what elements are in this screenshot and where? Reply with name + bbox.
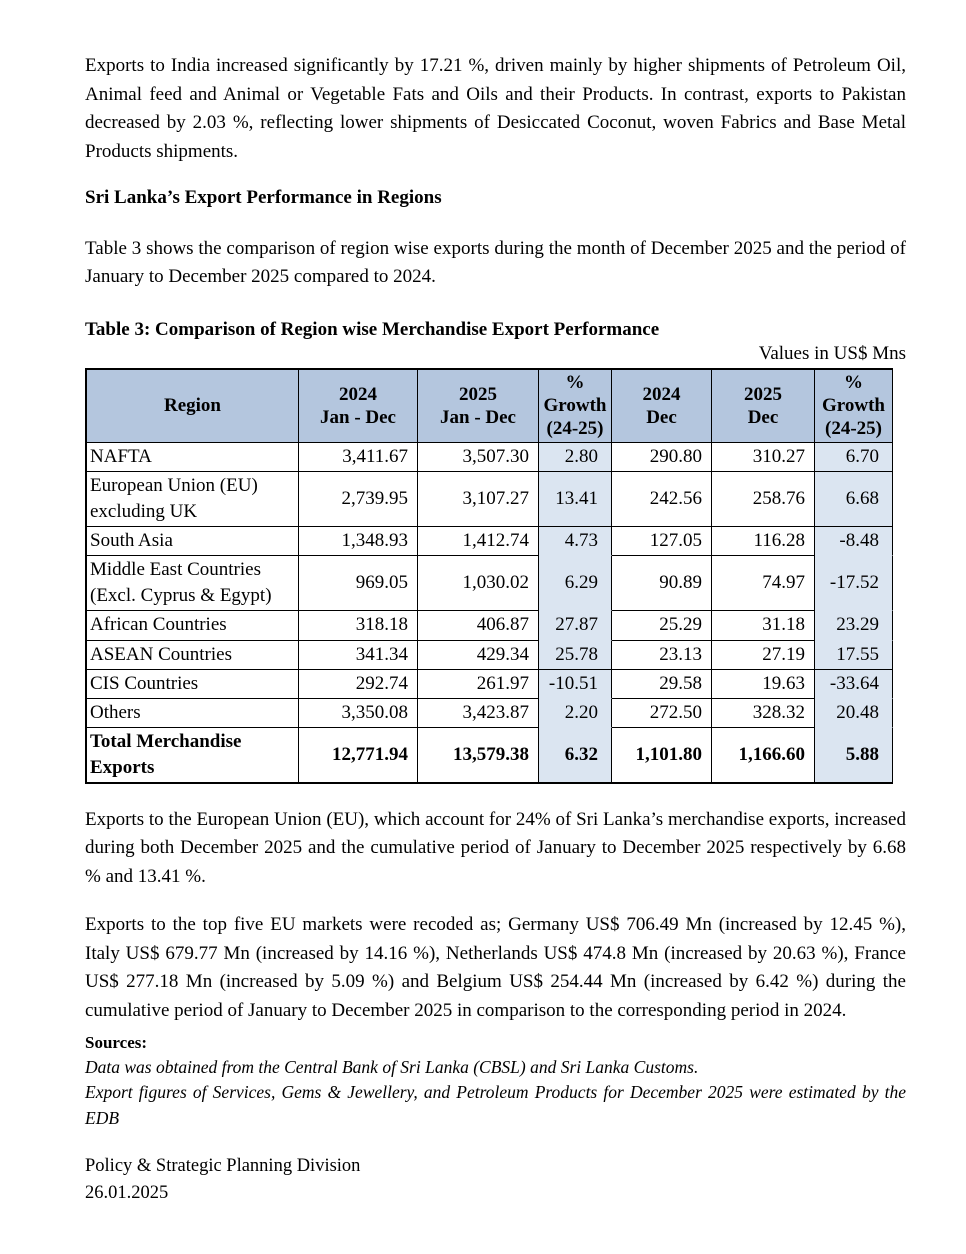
- cell-region: NAFTA: [87, 442, 299, 472]
- sources-heading: Sources:: [85, 1033, 148, 1053]
- cell-2024-dec: 90.89: [612, 555, 712, 611]
- cell-2024-jan-dec: 2,739.95: [299, 471, 418, 527]
- cell-growth-dec: 6.70: [815, 442, 893, 472]
- cell-growth-dec: 20.48: [815, 698, 893, 728]
- cell-2024-dec: 23.13: [612, 640, 712, 670]
- cell-region: Others: [87, 698, 299, 728]
- header-2024-dec: 2024 Dec: [612, 370, 712, 443]
- cell-2025-dec: 258.76: [712, 471, 815, 527]
- cell-2025-dec: 19.63: [712, 669, 815, 699]
- cell-region: Middle East Countries (Excl. Cyprus & Eg…: [87, 555, 299, 611]
- table-row-nafta: NAFTA 3,411.67 3,507.30 2.80 290.80 310.…: [87, 442, 893, 472]
- cell-2024-jan-dec: 341.34: [299, 640, 418, 670]
- cell-2024-dec: 29.58: [612, 669, 712, 699]
- cell-2024-jan-dec: 292.74: [299, 669, 418, 699]
- cell-2025-dec: 328.32: [712, 698, 815, 728]
- footer-date: 26.01.2025: [85, 1182, 169, 1203]
- cell-2024-dec: 290.80: [612, 442, 712, 472]
- cell-2025-dec: 1,166.60: [712, 727, 815, 784]
- table-row-total: Total Merchandise Exports 12,771.94 13,5…: [87, 727, 893, 784]
- paragraph-india-exports: Exports to India increased significantly…: [85, 55, 906, 162]
- footer-division: Policy & Strategic Planning Division: [85, 1156, 361, 1177]
- paragraph-eu-exports: Exports to the European Union (EU), whic…: [85, 808, 906, 887]
- cell-region: ASEAN Countries: [87, 640, 299, 670]
- cell-2025-jan-dec: 3,107.27: [418, 471, 539, 527]
- cell-growth-dec: 23.29: [815, 610, 893, 641]
- values-unit-note: Values in US$ Mns: [758, 343, 906, 365]
- footer-block: Policy & Strategic Planning Division 26.…: [85, 1153, 906, 1207]
- cell-2025-jan-dec: 406.87: [418, 610, 539, 641]
- cell-2025-jan-dec: 1,412.74: [418, 526, 539, 556]
- cell-growth-annual: 6.32: [539, 727, 612, 784]
- cell-2025-jan-dec: 1,030.02: [418, 555, 539, 611]
- table-row-others: Others 3,350.08 3,423.87 2.20 272.50 328…: [87, 698, 893, 728]
- cell-2025-dec: 310.27: [712, 442, 815, 472]
- cell-2024-jan-dec: 3,411.67: [299, 442, 418, 472]
- cell-growth-annual: 4.73: [539, 526, 612, 556]
- header-growth-annual: % Growth (24-25): [539, 370, 612, 443]
- cell-2024-jan-dec: 3,350.08: [299, 698, 418, 728]
- cell-region: African Countries: [87, 610, 299, 641]
- cell-growth-annual: 6.29: [539, 555, 612, 611]
- cell-growth-annual: 27.87: [539, 610, 612, 641]
- cell-2024-dec: 1,101.80: [612, 727, 712, 784]
- cell-growth-dec: 17.55: [815, 640, 893, 670]
- cell-region: Total Merchandise Exports: [87, 727, 299, 784]
- header-2025-jan-dec: 2025 Jan - Dec: [418, 370, 539, 443]
- paragraph-eu-top-markets: Exports to the top five EU markets were …: [85, 914, 906, 1021]
- cell-growth-dec: -8.48: [815, 526, 893, 556]
- cell-growth-dec: -33.64: [815, 669, 893, 699]
- cell-2025-dec: 74.97: [712, 555, 815, 611]
- cell-growth-annual: 2.20: [539, 698, 612, 728]
- table-row-cis: CIS Countries 292.74 261.97 -10.51 29.58…: [87, 669, 893, 699]
- cell-2024-dec: 127.05: [612, 526, 712, 556]
- table-row-asean: ASEAN Countries 341.34 429.34 25.78 23.1…: [87, 640, 893, 670]
- cell-region: CIS Countries: [87, 669, 299, 699]
- cell-2025-jan-dec: 429.34: [418, 640, 539, 670]
- header-growth-dec: % Growth (24-25): [815, 370, 893, 443]
- cell-region: European Union (EU) excluding UK: [87, 471, 299, 527]
- table-row-african: African Countries 318.18 406.87 27.87 25…: [87, 610, 893, 641]
- source-line-cbsl: Data was obtained from the Central Bank …: [85, 1056, 699, 1077]
- table-header-row: Region 2024 Jan - Dec 2025 Jan - Dec % G…: [87, 370, 893, 443]
- table-row-middle-east: Middle East Countries (Excl. Cyprus & Eg…: [87, 555, 893, 611]
- source-line-edb: Export figures of Services, Gems & Jewel…: [85, 1082, 906, 1128]
- table-row-eu: European Union (EU) excluding UK 2,739.9…: [87, 471, 893, 527]
- cell-growth-dec: -17.52: [815, 555, 893, 611]
- cell-2025-jan-dec: 261.97: [418, 669, 539, 699]
- cell-growth-annual: 25.78: [539, 640, 612, 670]
- cell-growth-dec: 6.68: [815, 471, 893, 527]
- cell-2024-jan-dec: 318.18: [299, 610, 418, 641]
- header-region: Region: [87, 370, 299, 443]
- section-heading: Sri Lanka’s Export Performance in Region…: [85, 187, 442, 208]
- cell-2024-dec: 242.56: [612, 471, 712, 527]
- cell-2025-jan-dec: 3,507.30: [418, 442, 539, 472]
- cell-growth-annual: -10.51: [539, 669, 612, 699]
- table-row-south-asia: South Asia 1,348.93 1,412.74 4.73 127.05…: [87, 526, 893, 556]
- table-title: Table 3: Comparison of Region wise Merch…: [85, 318, 660, 340]
- cell-2024-jan-dec: 12,771.94: [299, 727, 418, 784]
- cell-2025-jan-dec: 13,579.38: [418, 727, 539, 784]
- paragraph-table-intro: Table 3 shows the comparison of region w…: [85, 237, 906, 288]
- cell-region: South Asia: [87, 526, 299, 556]
- cell-2025-jan-dec: 3,423.87: [418, 698, 539, 728]
- cell-growth-annual: 13.41: [539, 471, 612, 527]
- header-2024-jan-dec: 2024 Jan - Dec: [299, 370, 418, 443]
- cell-2024-jan-dec: 1,348.93: [299, 526, 418, 556]
- cell-2025-dec: 31.18: [712, 610, 815, 641]
- cell-2024-dec: 25.29: [612, 610, 712, 641]
- cell-2024-jan-dec: 969.05: [299, 555, 418, 611]
- cell-2025-dec: 27.19: [712, 640, 815, 670]
- cell-growth-annual: 2.80: [539, 442, 612, 472]
- cell-growth-dec: 5.88: [815, 727, 893, 784]
- header-2025-dec: 2025 Dec: [712, 370, 815, 443]
- cell-2024-dec: 272.50: [612, 698, 712, 728]
- cell-2025-dec: 116.28: [712, 526, 815, 556]
- region-export-table: Region 2024 Jan - Dec 2025 Jan - Dec % G…: [85, 368, 893, 784]
